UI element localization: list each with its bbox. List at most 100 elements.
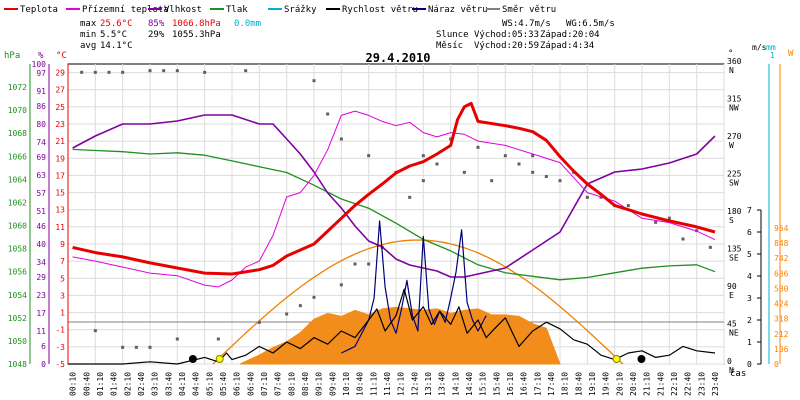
humidity-tick-6: 6 — [41, 342, 46, 351]
temperature-tick-21: 21 — [55, 137, 65, 146]
solar-tick-424: 424 — [774, 300, 789, 309]
stats-block: max 25.6°C 85% 1066.8hPa 0.0mm min 5.5°C… — [80, 19, 615, 51]
x-tick-13:10: 13:10 — [424, 372, 433, 396]
x-tick-16:10: 16:10 — [506, 372, 515, 396]
x-tick-22:40: 22:40 — [684, 372, 693, 396]
wind-direction-dot-30 — [216, 337, 220, 341]
humidity-tick-97: 97 — [36, 69, 46, 78]
wind-direction-dot-52 — [708, 245, 712, 249]
humidity-tick-34: 34 — [36, 258, 46, 267]
x-tick-02:40: 02:40 — [137, 372, 146, 396]
wind-direction-dot-0 — [80, 70, 84, 74]
wind-direction-dot-45 — [531, 154, 535, 158]
temperature-tick--3: -3 — [55, 343, 65, 352]
wind-tick-1: 1 — [747, 338, 752, 347]
temperature-tick-5: 5 — [60, 274, 65, 283]
humidity-tick-74: 74 — [36, 138, 46, 147]
x-tick-06:40: 06:40 — [246, 372, 255, 396]
x-tick-10:40: 10:40 — [356, 372, 365, 396]
wind-direction-dot-51 — [681, 237, 685, 241]
direction-tick-NW-deg: 315 — [727, 95, 742, 104]
x-tick-06:10: 06:10 — [233, 372, 242, 396]
wind-direction-dot-19 — [558, 179, 562, 183]
temperature-tick-19: 19 — [55, 154, 65, 163]
humidity-tick-100: 100 — [32, 60, 47, 69]
x-tick-10:10: 10:10 — [342, 372, 351, 396]
legend-label-3: Tlak — [226, 5, 248, 15]
stat-max-press: 1066.8hPa — [172, 19, 221, 29]
wind-direction-dot-7 — [203, 70, 207, 74]
direction-tick-N-deg: 0 — [727, 357, 732, 366]
pressure-tick-1064: 1064 — [8, 175, 27, 184]
humidity-tick-17: 17 — [36, 309, 46, 318]
x-tick-16:40: 16:40 — [520, 372, 529, 396]
axis-wind-unit: m/s — [752, 43, 767, 52]
temperature-tick-1: 1 — [60, 309, 65, 318]
x-tick-23:10: 23:10 — [697, 372, 706, 396]
x-tick-17:10: 17:10 — [533, 372, 542, 396]
direction-tick-SE-deg: 135 — [727, 245, 742, 254]
solar-tick-742: 742 — [774, 254, 789, 263]
stat-min-press: 1055.3hPa — [172, 30, 221, 40]
humidity-tick-91: 91 — [36, 87, 46, 96]
stat-ws: WS:4.7m/s — [502, 19, 551, 29]
x-tick-18:40: 18:40 — [574, 372, 583, 396]
wind-direction-dot-42 — [462, 170, 466, 174]
wind-direction-dot-33 — [298, 304, 302, 308]
pressure-tick-1056: 1056 — [8, 268, 27, 277]
stat-min-temp: 5.5°C — [100, 30, 127, 40]
x-tick-19:10: 19:10 — [588, 372, 597, 396]
wind-direction-dot-20 — [585, 195, 589, 199]
pressure-tick-1062: 1062 — [8, 198, 27, 207]
pressure-tick-1060: 1060 — [8, 222, 27, 231]
direction-tick-N-label: N — [729, 66, 734, 75]
wind-direction-dot-17 — [503, 154, 507, 158]
axis-rain-max: 1 — [770, 51, 775, 60]
humidity-tick-86: 86 — [36, 102, 46, 111]
humidity-tick-63: 63 — [36, 171, 46, 180]
x-tick-03:10: 03:10 — [151, 372, 160, 396]
wind-direction-dot-11 — [339, 137, 343, 141]
wind-direction-dot-29 — [175, 337, 179, 341]
direction-tick-E-deg: 90 — [727, 282, 737, 291]
stat-max-rain: 0.0mm — [234, 19, 261, 29]
direction-tick-N-label: N — [729, 366, 734, 375]
wind-direction-dot-2 — [107, 70, 111, 74]
wind-direction-dot-25 — [93, 329, 97, 333]
direction-tick-SE-label: SE — [729, 254, 739, 263]
temperature-tick-3: 3 — [60, 291, 65, 300]
x-tick-18:10: 18:10 — [561, 372, 570, 396]
temperature-tick-15: 15 — [55, 189, 65, 198]
solar-tick-636: 636 — [774, 269, 789, 278]
wind-direction-dot-35 — [339, 283, 343, 287]
axes: hPa% °C1048105010521054105610581060106210… — [4, 43, 794, 396]
x-tick-05:40: 05:40 — [219, 372, 228, 396]
axis-humidity-unit: % — [38, 51, 44, 61]
axis-solar-unit: W — [788, 49, 794, 59]
wind-direction-dot-39 — [408, 195, 412, 199]
humidity-tick-29: 29 — [36, 273, 46, 282]
humidity-tick-46: 46 — [36, 222, 46, 231]
stat-sun-rise: Východ:05:33 — [474, 30, 539, 40]
wind-direction-dot-14 — [421, 154, 425, 158]
legend-label-5: Rychlost větru — [342, 5, 418, 15]
stat-moon-set: Západ:4:34 — [540, 41, 594, 51]
wind-direction-dot-18 — [531, 170, 535, 174]
humidity-tick-69: 69 — [36, 153, 46, 162]
direction-tick-W-deg: 270 — [727, 132, 742, 141]
axis-rain-unit: mm — [766, 43, 776, 52]
x-tick-12:10: 12:10 — [397, 372, 406, 396]
stat-wg: WG:6.5m/s — [566, 19, 615, 29]
pressure-tick-1070: 1070 — [8, 106, 27, 115]
axis-direction-unit: ° — [728, 49, 733, 59]
wind-direction-dot-40 — [421, 179, 425, 183]
temperature-tick-9: 9 — [60, 240, 65, 249]
wind-direction-dot-10 — [326, 112, 330, 116]
wind-tick-7: 7 — [747, 206, 752, 215]
stat-max-hum: 85% — [148, 19, 165, 29]
axis-temperature-unit: °C — [56, 51, 67, 61]
temperature-tick-25: 25 — [55, 103, 65, 112]
wind-direction-dot-36 — [353, 262, 357, 266]
